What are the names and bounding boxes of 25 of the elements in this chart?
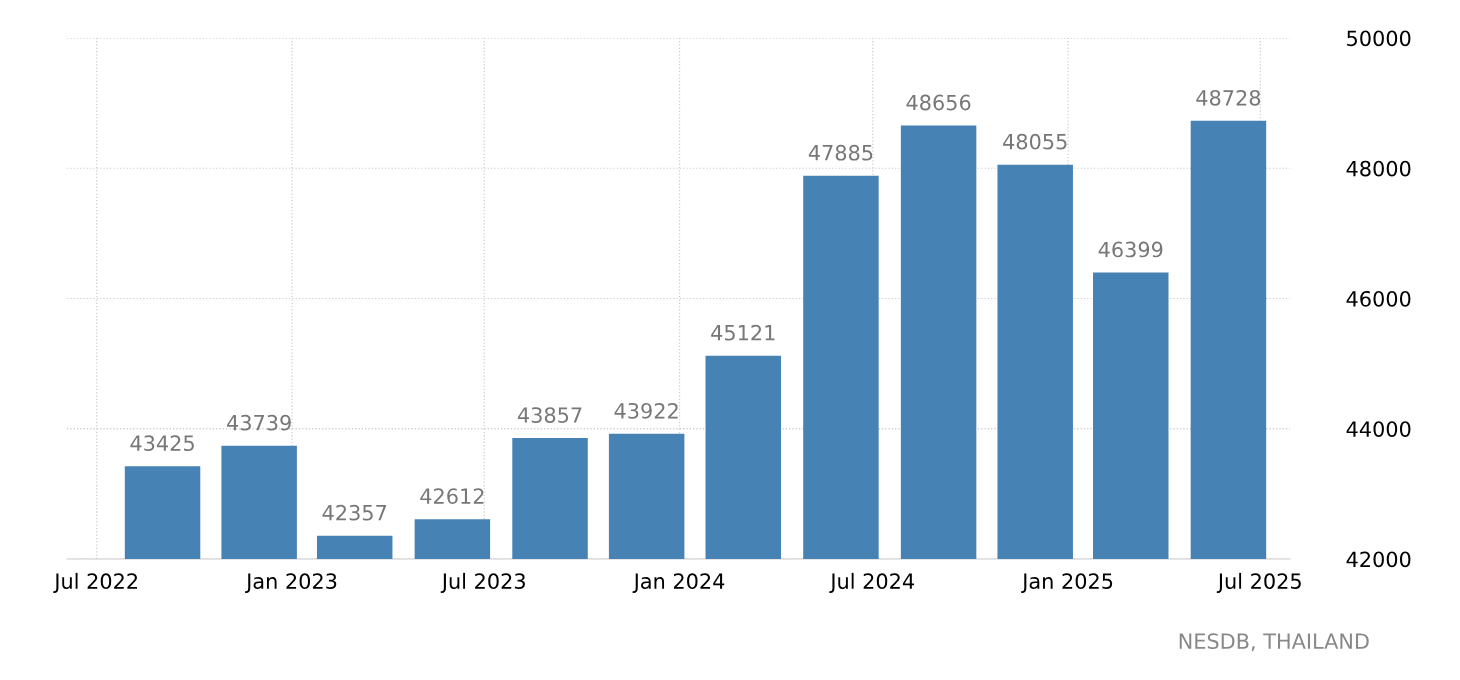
data-label: 42357: [322, 504, 387, 521]
x-tick-label: Jul 2025: [1216, 572, 1301, 593]
x-tick-label: Jul 2022: [53, 572, 138, 593]
y-tick-label: 48000: [1346, 160, 1411, 177]
data-label: 48656: [906, 94, 971, 111]
data-label: 42612: [420, 488, 484, 504]
y-tick-label: 42000: [1346, 551, 1411, 568]
y-tick-label: 44000: [1346, 421, 1411, 437]
data-label: 43857: [517, 407, 582, 423]
y-tick-label: 46000: [1346, 290, 1411, 307]
x-tick-label: Jan 2023: [245, 573, 337, 593]
data-label: 45121: [711, 324, 775, 341]
x-tick-label: Jan 2024: [632, 573, 725, 593]
y-tick-label: 50000: [1347, 30, 1411, 47]
data-label: 43739: [227, 414, 291, 431]
data-label: 47885: [808, 144, 873, 161]
data-label: 43922: [614, 402, 678, 419]
data-label: 46399: [1098, 241, 1163, 258]
text: NESDB, THAILAND: [1179, 633, 1369, 652]
data-label: 48728: [1196, 89, 1261, 106]
x-tick-label: Jul 2023: [440, 572, 525, 593]
data-label: 43425: [130, 435, 194, 452]
x-tick-label: Jan 2025: [1021, 573, 1113, 593]
x-tick-label: Jul 2024: [829, 572, 914, 593]
data-label: 48055: [1003, 133, 1067, 150]
